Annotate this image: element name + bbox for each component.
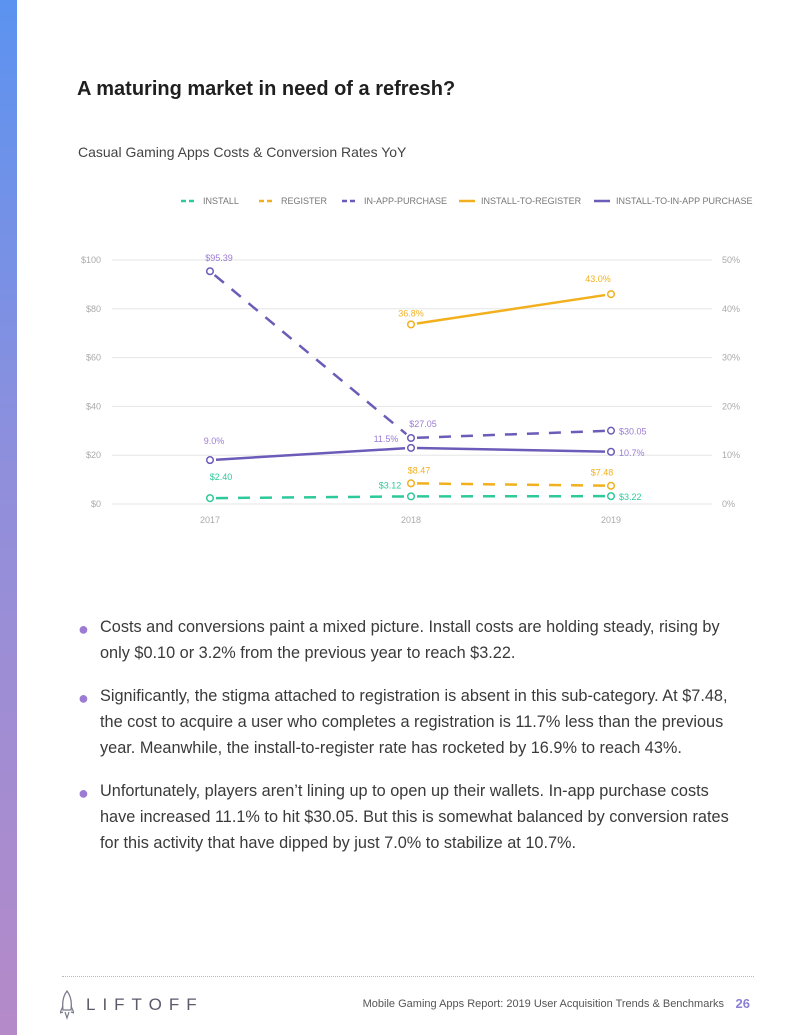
right-axis-tick-label: 10%: [722, 450, 740, 460]
x-axis-tick-label: 2019: [601, 515, 621, 525]
right-axis-tick-label: 20%: [722, 401, 740, 411]
bullet-dot-icon: ●: [78, 688, 89, 708]
bullet-item: ● Significantly, the stigma attached to r…: [78, 683, 738, 761]
series-line-segment: [213, 274, 408, 436]
data-point: [205, 267, 215, 276]
data-point: [406, 443, 416, 452]
bullet-text: Unfortunately, players aren’t lining up …: [100, 782, 729, 852]
data-label: $2.40: [210, 472, 233, 482]
data-label: 9.0%: [204, 436, 225, 446]
bullet-item: ● Costs and conversions paint a mixed pic…: [78, 614, 738, 666]
page-number: 26: [735, 996, 750, 1011]
data-label: 36.8%: [398, 308, 424, 318]
series-line-segment: [416, 446, 606, 453]
x-axis-tick-label: 2017: [200, 515, 220, 525]
right-axis-tick-label: 30%: [722, 353, 740, 363]
data-point: [606, 481, 616, 490]
data-label: $27.05: [409, 419, 437, 429]
bullet-item: ● Unfortunately, players aren’t lining up…: [78, 778, 738, 856]
legend-label: REGISTER: [281, 196, 328, 206]
data-label: 43.0%: [585, 274, 611, 284]
series-line-segment: [215, 495, 406, 500]
side-accent-bar: [0, 0, 17, 1035]
liftoff-logo: LIFTOFF: [60, 990, 204, 1020]
data-label: 11.5%: [374, 434, 399, 444]
left-axis-tick-label: $40: [86, 401, 101, 411]
data-point: [205, 456, 215, 465]
series-line-segment: [416, 293, 606, 325]
legend-label: INSTALL-TO-IN-APP PURCHASE: [616, 196, 753, 206]
data-label: 10.7%: [619, 448, 645, 458]
left-axis-tick-label: $60: [86, 353, 101, 363]
data-point: [606, 492, 616, 501]
left-axis-tick-label: $0: [91, 499, 101, 509]
data-point: [606, 426, 616, 435]
data-label: $30.05: [619, 427, 647, 437]
report-title: Mobile Gaming Apps Report: 2019 User Acq…: [362, 998, 724, 1010]
data-label: $3.12: [379, 480, 402, 490]
data-label: $8.47: [408, 465, 431, 475]
bullet-text: Costs and conversions paint a mixed pict…: [100, 618, 720, 662]
footer-divider: [62, 976, 754, 977]
data-point: [406, 433, 416, 443]
bullet-text: Significantly, the stigma attached to re…: [100, 687, 728, 757]
legend-label: INSTALL: [203, 196, 239, 206]
chart-title: Casual Gaming Apps Costs & Conversion Ra…: [78, 144, 407, 160]
bullet-dot-icon: ●: [78, 619, 89, 639]
data-label: $3.22: [619, 492, 642, 502]
logo-wordmark: LIFTOFF: [86, 995, 204, 1014]
left-axis-tick-label: $80: [86, 304, 101, 314]
left-axis-tick-label: $20: [86, 450, 101, 460]
data-point: [406, 492, 416, 501]
bullet-dot-icon: ●: [78, 783, 89, 803]
rocket-icon: [60, 990, 74, 1020]
data-point: [606, 290, 616, 299]
data-label: $7.48: [591, 468, 614, 478]
data-point: [606, 447, 616, 456]
series-line-segment: [416, 482, 606, 487]
right-axis-tick-label: 0%: [722, 499, 735, 509]
series-line-segment: [215, 446, 406, 461]
data-label: $95.39: [205, 253, 233, 263]
right-axis-tick-label: 50%: [722, 255, 740, 265]
legend-label: INSTALL-TO-REGISTER: [481, 196, 582, 206]
cost-conversion-line-chart: $0 $20 $40 $60 $80 $100 0% 10% 20% 30% 40% 50% 2017 2…: [81, 196, 753, 525]
left-axis-tick-label: $100: [81, 255, 101, 265]
bullet-list: ● Costs and conversions paint a mixed pic…: [78, 614, 738, 873]
legend-label: IN-APP-PURCHASE: [364, 196, 447, 206]
x-axis-tick-label: 2018: [401, 515, 421, 525]
data-point: [406, 320, 416, 329]
series-line-segment: [416, 429, 606, 440]
right-axis-tick-label: 40%: [722, 304, 740, 314]
data-point: [205, 494, 215, 503]
page-title: A maturing market in need of a refresh?: [77, 78, 456, 100]
data-point: [406, 479, 416, 488]
